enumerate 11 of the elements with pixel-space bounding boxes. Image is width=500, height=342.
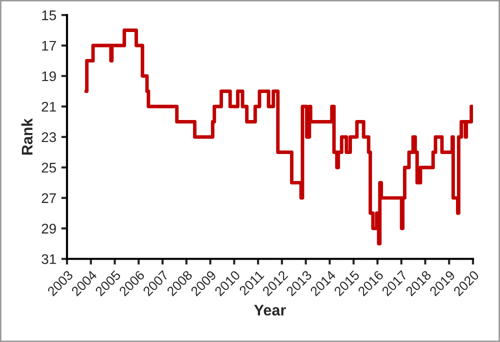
y-tick-label: 29 xyxy=(42,224,56,234)
y-tick-label: 17 xyxy=(42,41,56,51)
y-axis-title: Rank xyxy=(21,118,33,155)
y-tick-label: 31 xyxy=(42,254,56,264)
y-tick-label: 21 xyxy=(42,102,56,112)
y-tick-label: 25 xyxy=(42,162,56,173)
y-tick-label: 23 xyxy=(42,132,56,142)
y-tick-label: 15 xyxy=(42,10,56,20)
y-tick-label: 27 xyxy=(42,193,56,203)
x-axis-title: Year xyxy=(254,304,286,316)
y-tick-label: 19 xyxy=(42,71,56,82)
